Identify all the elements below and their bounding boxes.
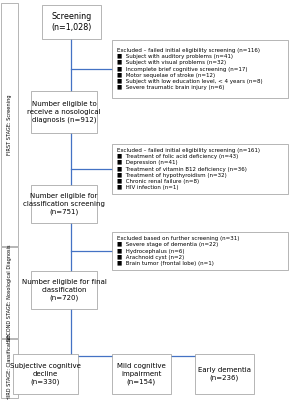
FancyBboxPatch shape [194, 354, 253, 394]
FancyBboxPatch shape [31, 92, 97, 133]
Text: Subjective cognitive
decline
(n=330): Subjective cognitive decline (n=330) [10, 363, 81, 385]
FancyBboxPatch shape [112, 232, 288, 270]
FancyBboxPatch shape [13, 354, 77, 394]
FancyBboxPatch shape [1, 247, 18, 338]
FancyBboxPatch shape [112, 144, 288, 194]
Text: THIRD STAGE: Classification: THIRD STAGE: Classification [7, 334, 13, 400]
Text: Excluded based on further screening (n=31)
■  Severe stage of dementia (n=22)
■ : Excluded based on further screening (n=3… [117, 236, 239, 266]
FancyBboxPatch shape [31, 271, 97, 309]
Text: Number eligible for final
classification
(n=720): Number eligible for final classification… [22, 279, 107, 301]
Text: SECOND STAGE: Nosological Diagnosis: SECOND STAGE: Nosological Diagnosis [7, 244, 13, 341]
FancyBboxPatch shape [42, 6, 101, 39]
Text: FIRST STAGE: Screening: FIRST STAGE: Screening [7, 94, 13, 155]
Text: Screening
(n=1,028): Screening (n=1,028) [51, 12, 91, 32]
Text: Early dementia
(n=236): Early dementia (n=236) [198, 367, 251, 381]
Text: Number eligible to
receive a nosological
diagnosis (n=912): Number eligible to receive a nosological… [27, 101, 101, 123]
Text: Excluded – failed initial eligibility screening (n=116)
■  Subject with auditory: Excluded – failed initial eligibility sc… [117, 48, 262, 90]
FancyBboxPatch shape [1, 3, 18, 246]
FancyBboxPatch shape [1, 339, 18, 398]
Text: Number eligible for
classification screening
(n=751): Number eligible for classification scree… [23, 193, 105, 215]
FancyBboxPatch shape [112, 40, 288, 98]
FancyBboxPatch shape [31, 185, 97, 223]
Text: Excluded – failed initial eligibility screening (n=161)
■  Treatment of folic ac: Excluded – failed initial eligibility sc… [117, 148, 260, 190]
FancyBboxPatch shape [111, 354, 171, 394]
Text: Mild cognitive
impairment
(n=154): Mild cognitive impairment (n=154) [117, 363, 166, 385]
